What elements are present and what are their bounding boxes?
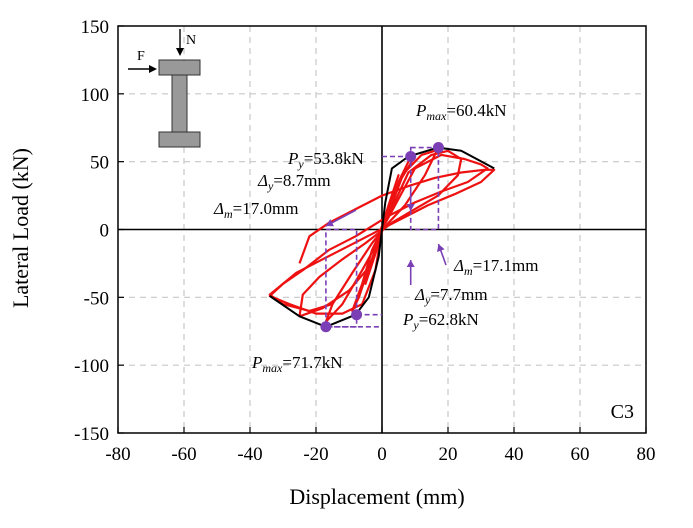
x-tick-labels: -80 -60 -40 -20 0 20 40 60 80	[105, 427, 656, 465]
annotation-subscript: y	[412, 318, 419, 332]
annotation-symbol: P	[415, 101, 426, 120]
annotation-value: =7.7mm	[430, 285, 487, 304]
annotation-symbol: Δ	[414, 285, 425, 304]
y-tick-label: -50	[84, 288, 109, 309]
annotation-symbol: P	[287, 149, 298, 168]
x-tick-label: -20	[303, 444, 328, 465]
x-axis-label: Displacement (mm)	[289, 484, 464, 509]
y-tick-label: -100	[74, 356, 109, 377]
annotation-dm_neg: Δm=17.0mm	[213, 199, 298, 221]
key-point-marker	[351, 309, 363, 321]
annotation-value: =53.8kN	[304, 149, 364, 168]
top-flange	[158, 59, 201, 76]
annotation-subscript: y	[424, 293, 431, 307]
annotation-py_neg: Py=62.8kN	[402, 310, 479, 332]
annotation-pmax_pos: Pmax=60.4kN	[415, 101, 507, 123]
annotation-value: =62.8kN	[419, 310, 479, 329]
annotation-symbol: P	[402, 310, 413, 329]
force-label: F	[137, 49, 145, 64]
y-tick-label: 0	[100, 221, 110, 242]
x-tick-label: -40	[237, 444, 262, 465]
characteristic-guides	[325, 146, 447, 328]
annotation-symbol: Δ	[257, 171, 268, 190]
x-tick-label: 20	[439, 444, 458, 465]
annotations: Pmax=60.4kNPy=53.8kNΔy=8.7mmΔm=17.0mmΔm=…	[213, 101, 538, 375]
annotation-subscript: y	[297, 157, 304, 171]
key-point-marker	[432, 142, 444, 154]
arrow-dy-negative-head	[406, 260, 415, 267]
arrow-dm-positive-head	[437, 244, 445, 252]
annotation-subscript: y	[267, 179, 274, 193]
y-tick-label: -150	[74, 424, 109, 445]
annotation-symbol: Δ	[453, 256, 464, 275]
annotation-dm_pos: Δm=17.1mm	[453, 256, 538, 278]
annotation-subscript: m	[224, 207, 233, 221]
x-tick-label: 0	[377, 444, 387, 465]
y-tick-label: 50	[90, 153, 109, 174]
key-point-marker	[320, 321, 332, 333]
arrow-dy-positive-head	[406, 204, 415, 211]
web	[171, 74, 188, 133]
annotation-value: =8.7mm	[273, 171, 330, 190]
axial-label: N	[186, 33, 196, 48]
annotation-py_pos: Py=53.8kN	[287, 149, 364, 171]
key-point-marker	[405, 151, 417, 163]
hysteresis-loop-6	[268, 168, 496, 312]
y-tick-labels: 150 100 50 0 -50 -100 -150	[74, 17, 124, 445]
annotation-symbol: P	[251, 353, 262, 372]
x-tick-label: -60	[171, 444, 196, 465]
force-arrow-head	[149, 65, 157, 73]
annotation-subscript: max	[262, 361, 283, 375]
annotation-value: =17.1mm	[473, 256, 539, 275]
y-tick-label: 150	[81, 17, 110, 38]
key-point-markers	[320, 142, 444, 333]
x-tick-label: -80	[105, 444, 130, 465]
annotation-subscript: m	[464, 264, 473, 278]
specimen-label: C3	[611, 401, 634, 423]
annotation-value: =17.0mm	[233, 199, 299, 218]
axial-arrow-head	[176, 48, 184, 56]
loading-schematic: F N	[128, 29, 201, 148]
arrow-dm-negative-head	[325, 219, 334, 227]
annotation-value: =71.7kN	[282, 353, 342, 372]
annotation-dy_pos: Δy=8.7mm	[257, 171, 331, 193]
annotation-value: =60.4kN	[446, 101, 506, 120]
hysteresis-loop-5	[268, 153, 489, 315]
annotation-pmax_neg: Pmax=71.7kN	[251, 353, 343, 375]
x-tick-label: 60	[571, 444, 590, 465]
hysteresis-loops	[268, 147, 496, 323]
annotation-subscript: max	[426, 109, 447, 123]
annotation-dy_neg: Δy=7.7mm	[414, 285, 488, 307]
annotation-symbol: Δ	[213, 199, 224, 218]
y-axis-label: Lateral Load (kN)	[8, 148, 33, 308]
x-tick-label: 80	[637, 444, 656, 465]
x-tick-label: 40	[505, 444, 524, 465]
y-tick-label: 100	[81, 85, 110, 106]
bottom-flange	[158, 131, 201, 148]
